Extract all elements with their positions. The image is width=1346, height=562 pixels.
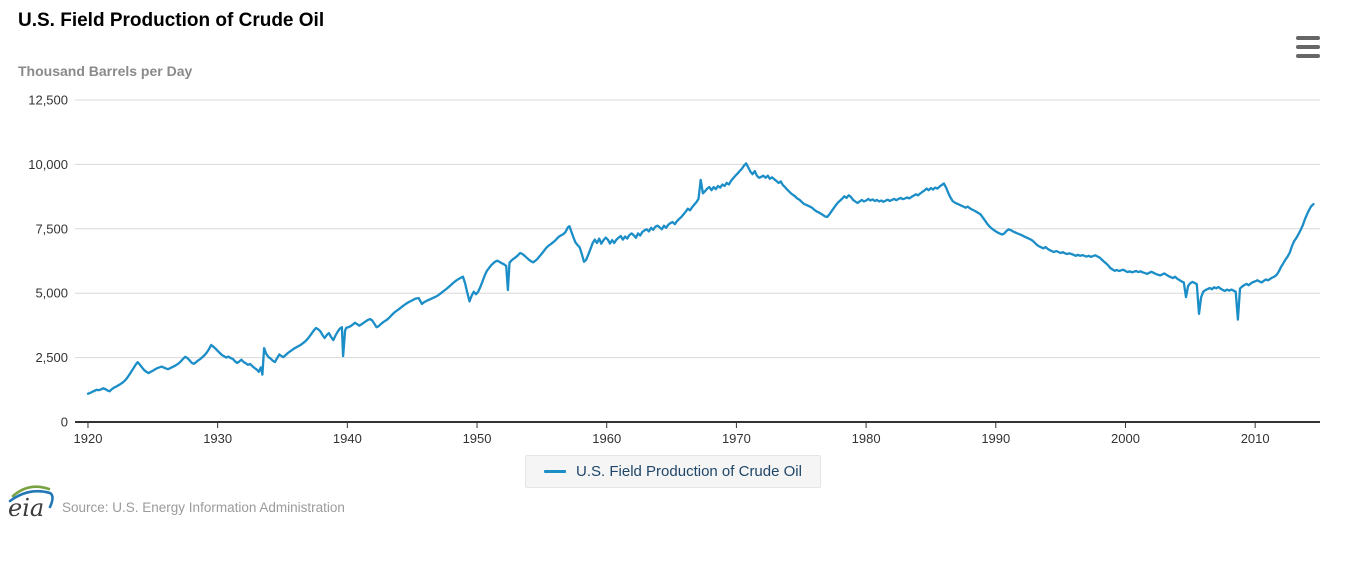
x-axis-tick-label: 1950	[463, 431, 492, 446]
series-line-crude-oil-production[interactable]	[86, 162, 1315, 395]
production-line-chart: 0 2,500 5,000 7,500 10,000 12,500 1920 1930 1940…	[28, 93, 1320, 446]
hamburger-icon	[1296, 54, 1320, 58]
x-axis-tick-label: 1960	[592, 431, 621, 446]
source-attribution: Source: U.S. Energy Information Administ…	[62, 500, 345, 515]
footer: eia Source: U.S. Energy Information Admi…	[0, 485, 1346, 558]
legend-label: U.S. Field Production of Crude Oil	[576, 463, 802, 480]
y-axis-tick-label: 2,500	[35, 350, 68, 365]
eia-logo-text: eia	[8, 494, 44, 522]
y-axis-tick-label: 10,000	[28, 157, 68, 172]
export-menu-button[interactable]	[1296, 35, 1322, 59]
y-axis-unit-label: Thousand Barrels per Day	[18, 63, 193, 79]
x-axis-tick-label: 1940	[333, 431, 362, 446]
x-axis-tick-label: 1930	[203, 431, 232, 446]
y-axis-tick-label: 0	[61, 415, 68, 430]
x-axis-tick-label: 1990	[981, 431, 1010, 446]
hamburger-icon	[1296, 45, 1320, 49]
x-axis-tick-label: 1980	[852, 431, 881, 446]
legend-line-swatch	[544, 470, 567, 473]
y-axis-tick-label: 12,500	[28, 93, 68, 108]
y-axis-tick-label: 7,500	[35, 221, 68, 236]
x-axis-tick-label: 2000	[1111, 431, 1140, 446]
chart-title: U.S. Field Production of Crude Oil	[18, 10, 325, 31]
legend-item-crude-oil[interactable]: U.S. Field Production of Crude Oil	[525, 455, 821, 488]
chart-area: 0 2,500 5,000 7,500 10,000 12,500 1920 1930 1940…	[28, 93, 1320, 446]
y-axis-tick-label: 5,000	[35, 286, 68, 301]
hamburger-icon	[1296, 36, 1320, 40]
eia-logo: eia	[8, 485, 54, 522]
x-axis-tick-label: 1970	[722, 431, 751, 446]
x-axis-tick-label: 1920	[74, 431, 103, 446]
x-axis-tick-label: 2010	[1241, 431, 1270, 446]
